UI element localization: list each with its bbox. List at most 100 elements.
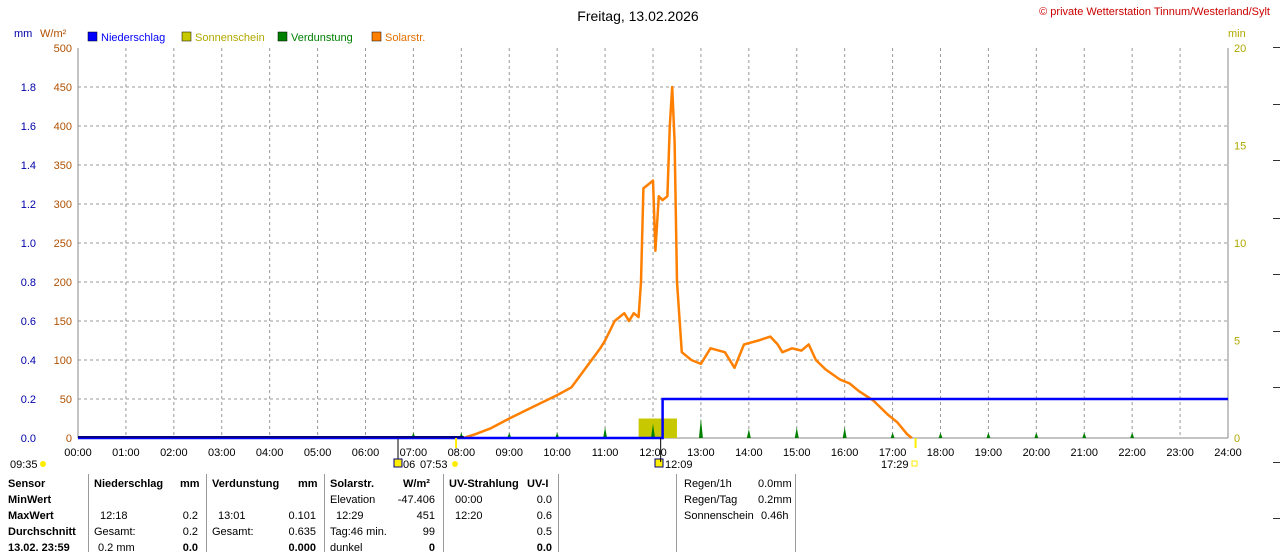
regen-day-value: 0.2mm [758,494,792,506]
legend-swatch [87,31,98,42]
x-tick-label: 21:00 [1070,447,1098,459]
y-tick-label-wm2: 350 [54,160,72,172]
x-tick-label: 18:00 [927,447,955,459]
x-tick-label: 10:00 [543,447,571,459]
x-tick-label: 12:00 [639,447,667,459]
row-header-max: MaxWert [8,510,54,522]
table-separator [795,474,796,552]
solar-avg-label: Tag:46 min. [330,526,387,538]
sun-icon [40,461,46,467]
y-tick-label-wm2: 50 [60,394,72,406]
verdunstung-gesamt-label: Gesamt: [212,526,254,538]
sunset-icon [911,460,918,467]
table-separator [206,474,207,552]
y-tick-label-wm2: 0 [66,433,72,445]
y-tick-label-min: 15 [1234,141,1246,153]
sunset-label: 17:29 [881,459,909,471]
solar-min-value: -47.406 [397,494,435,506]
evaporation-spike [890,432,895,438]
niederschlag-unit: mm [180,478,200,490]
x-tick-label: 09:00 [495,447,523,459]
y-tick-label-min: 0 [1234,433,1240,445]
legend-swatch [371,31,382,42]
x-tick-label: 22:00 [1118,447,1146,459]
table-separator [558,474,559,552]
legend-label: Niederschlag [101,32,165,44]
x-tick-label: 07:00 [400,447,428,459]
edge-tick [1273,274,1280,275]
solar-avg-value: 99 [422,526,435,538]
sunrise-label: 07:53 [420,459,448,471]
x-tick-label: 04:00 [256,447,284,459]
y-tick-label-mm: 0.8 [21,277,36,289]
regen-day-label: Regen/Tag [684,494,738,506]
edge-tick [1273,104,1280,105]
x-tick-label: 17:00 [879,447,907,459]
uv-max-time: 12:20 [455,510,483,522]
table-separator [676,474,677,552]
x-tick-label: 02:00 [160,447,188,459]
y-tick-label-mm: 1.8 [21,82,36,94]
y-tick-label-wm2: 400 [54,121,72,133]
y-tick-label-mm: 0.2 [21,394,36,406]
row-header-last: 13.02. 23:59 [8,542,70,554]
uv-last-value: 0.0 [536,542,552,554]
y-tick-label-mm: 0.6 [21,316,36,328]
regen-hour-label: Regen/1h [684,478,732,490]
sunshine-label: Sonnenschein [684,510,754,522]
solar-max-time: 12:29 [336,510,364,522]
grid [78,48,1228,438]
legend-label: Verdunstung [291,32,353,44]
y-tick-label-wm2: 250 [54,238,72,250]
solar-last-value: 0 [428,542,435,554]
x-tick-label: 11:00 [592,447,619,459]
y-tick-label-wm2: 450 [54,82,72,94]
x-tick-label: 14:00 [735,447,763,459]
y-tick-label-wm2: 500 [54,43,72,55]
evaporation-spike [794,427,799,438]
y-tick-label-mm: 0.0 [21,433,36,445]
regen-hour-value: 0.0mm [758,478,792,490]
chart-title: Freitag, 13.02.2026 [577,8,699,24]
axes: 00:00 01:00 02:00 03:00 04:00 05:00 06:00 07:00… [21,43,1247,459]
solar-line [463,85,913,440]
table-separator [324,474,325,552]
edge-tick [1273,218,1280,219]
series-lines [78,85,1228,440]
uv-header: UV-Strahlung [449,478,519,490]
y-tick-label-min: 10 [1234,238,1246,250]
verdunstung-max-value: 0.101 [288,510,316,522]
legend-swatch [277,31,288,42]
x-tick-label: 05:00 [304,447,332,459]
y-tick-label-min: 5 [1234,336,1240,348]
solar-min-label: Elevation [330,494,376,506]
uv-min-value: 0.0 [536,494,552,506]
evaporation-spike [651,423,655,438]
time-label: 09:35 [10,459,38,471]
edge-tick [1273,160,1280,161]
x-tick-label: 01:00 [112,447,140,459]
x-tick-label: 03:00 [208,447,236,459]
uv-unit: UV-I [527,478,549,490]
evaporation-spike [842,427,847,438]
sunshine-bars [638,418,677,438]
niederschlag-header: Niederschlag [94,478,164,490]
uv-max-value: 0.6 [536,510,552,522]
y-tick-label-mm: 1.4 [21,160,36,172]
evaporation-spike [1130,432,1135,438]
table-separator [443,474,444,552]
sun-markers: 09:35 06 07:53 12:09 17:29 [10,438,918,471]
y-tick-label-wm2: 300 [54,199,72,211]
niederschlag-last-b: 0.0 [182,542,198,554]
edge-tick [1273,331,1280,332]
noon-label: 12:09 [665,459,693,471]
x-tick-label: 16:00 [831,447,859,459]
evaporation-spike [938,432,943,438]
solar-last-label: dunkel [330,542,363,554]
sunshine-value: 0.46h [761,510,789,522]
row-header-min: MinWert [8,494,52,506]
y-tick-label-wm2: 200 [54,277,72,289]
uv-avg-value: 0.5 [536,526,552,538]
niederschlag-gesamt-label: Gesamt: [94,526,136,538]
evaporation-spike [603,427,608,438]
